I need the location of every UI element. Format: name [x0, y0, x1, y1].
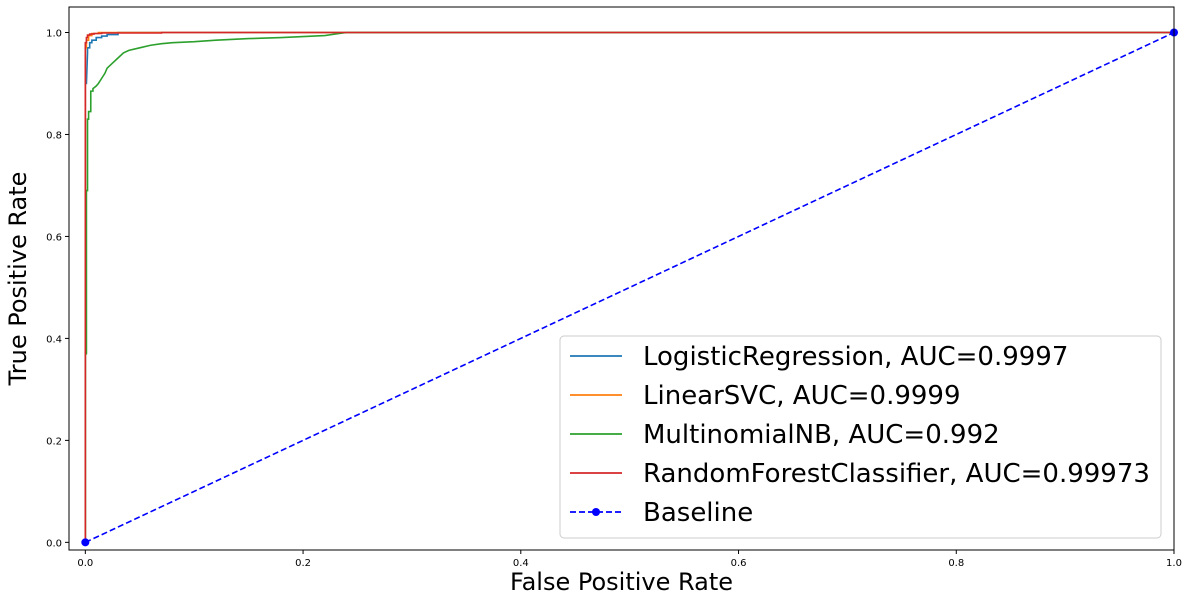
x-axis-label: False Positive Rate — [510, 568, 733, 596]
legend-label-1: LogisticRegression, AUC=0.9997 — [643, 342, 1068, 372]
baseline-point-1 — [81, 538, 90, 547]
legend-box — [559, 335, 1162, 539]
x-tick-label: 0.0 — [77, 558, 93, 569]
series-line-5 — [84, 31, 1174, 544]
legend: LogisticRegression, AUC=0.9997 LinearSVC,… — [559, 335, 1162, 539]
x-tick-label: 1.0 — [1166, 558, 1182, 569]
series-line-4 — [84, 31, 1174, 543]
y-tick-label: 0.0 — [46, 538, 62, 549]
y-tick-label: 1.0 — [46, 28, 62, 39]
plot-frame — [68, 6, 1175, 551]
series-line-3 — [84, 31, 1174, 543]
x-tick-label: 0.2 — [295, 558, 311, 569]
x-tick-label: 0.6 — [731, 558, 747, 569]
legend-label-2: LinearSVC, AUC=0.9999 — [643, 381, 961, 411]
y-tick-label: 0.4 — [46, 334, 62, 345]
y-tick-label: 0.8 — [46, 130, 62, 141]
y-tick-label: 0.6 — [46, 232, 62, 243]
legend-marker — [592, 508, 600, 516]
x-tick-label: 0.4 — [513, 558, 529, 569]
x-tick-label: 0.8 — [948, 558, 964, 569]
y-axis-label: True Positive Rate — [4, 172, 32, 387]
plot-area — [84, 31, 1174, 544]
axes: 0.0 0.2 0.4 0.6 0.8 1.0 0.0 0.2 0.4 0.6 0.8 1.0 — [46, 6, 1182, 569]
legend-label-5: Baseline — [643, 498, 753, 528]
y-tick-label: 0.2 — [46, 436, 62, 447]
legend-label-3: MultinomialNB, AUC=0.992 — [643, 420, 1000, 450]
series-line-1 — [84, 31, 1174, 543]
legend-label-4: RandomForestClassifier, AUC=0.99973 — [643, 459, 1150, 489]
